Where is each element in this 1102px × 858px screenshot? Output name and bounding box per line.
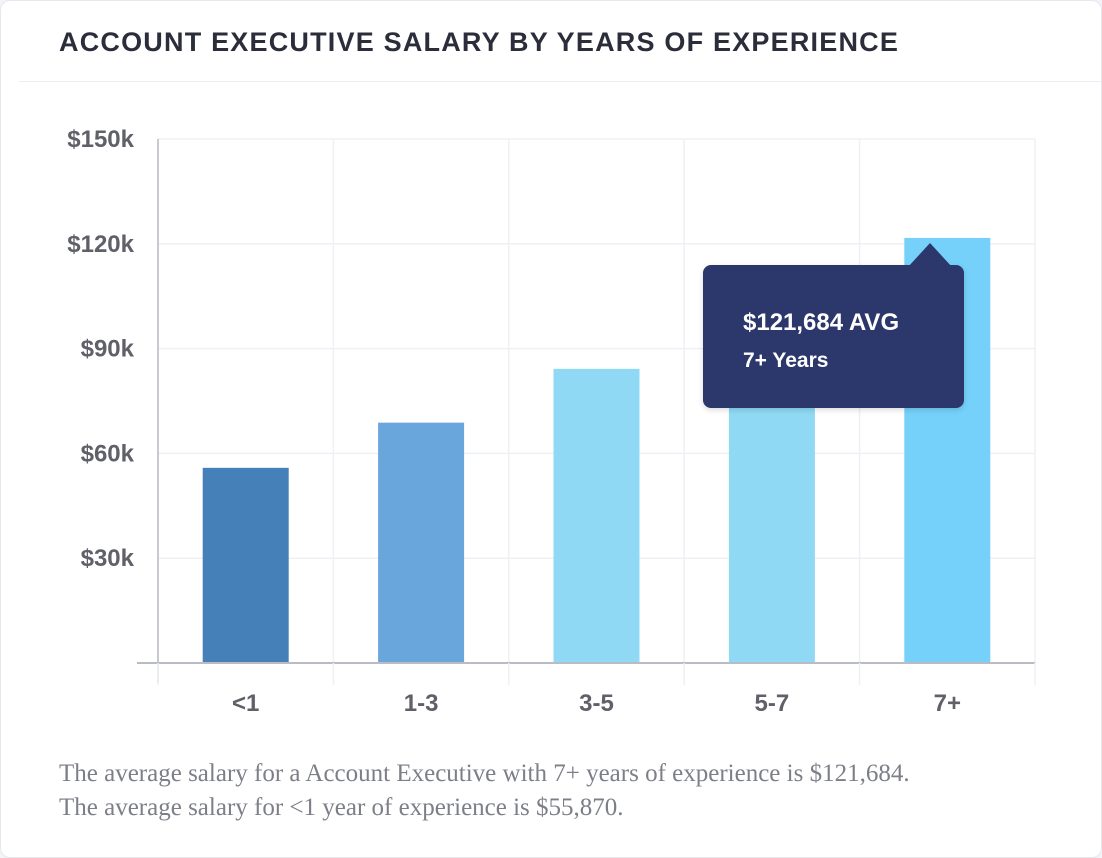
- bar-3-5: [553, 368, 640, 663]
- y-tick-label: $60k: [81, 440, 135, 467]
- y-tick-label: $150k: [67, 126, 134, 153]
- x-tick-label: 5-7: [755, 690, 790, 717]
- x-tick-label: 1-3: [404, 690, 439, 717]
- x-tick-label: 3-5: [579, 690, 614, 717]
- bar-1-3: [378, 422, 465, 663]
- y-tick-label: $30k: [81, 545, 135, 572]
- x-tick-label: <1: [232, 690, 259, 717]
- caption-line-1: The average salary for a Account Executi…: [59, 760, 910, 787]
- title-divider: [19, 81, 1101, 82]
- chart-tooltip: $121,684 AVG 7+ Years: [703, 243, 964, 408]
- y-tick-label: $90k: [81, 336, 135, 363]
- y-tick-label: $120k: [67, 231, 134, 258]
- x-tick-label: 7+: [934, 690, 961, 717]
- chart-caption: The average salary for a Account Executi…: [59, 757, 1089, 825]
- bar-<1: [202, 467, 289, 663]
- tooltip-arrow: [908, 243, 952, 267]
- caption-line-2: The average salary for <1 year of experi…: [59, 794, 624, 821]
- chart-title: ACCOUNT EXECUTIVE SALARY BY YEARS OF EXP…: [59, 27, 900, 57]
- tooltip-value: $121,684 AVG: [743, 309, 900, 336]
- bar-5-7: [728, 368, 815, 663]
- tooltip-label: 7+ Years: [743, 349, 829, 372]
